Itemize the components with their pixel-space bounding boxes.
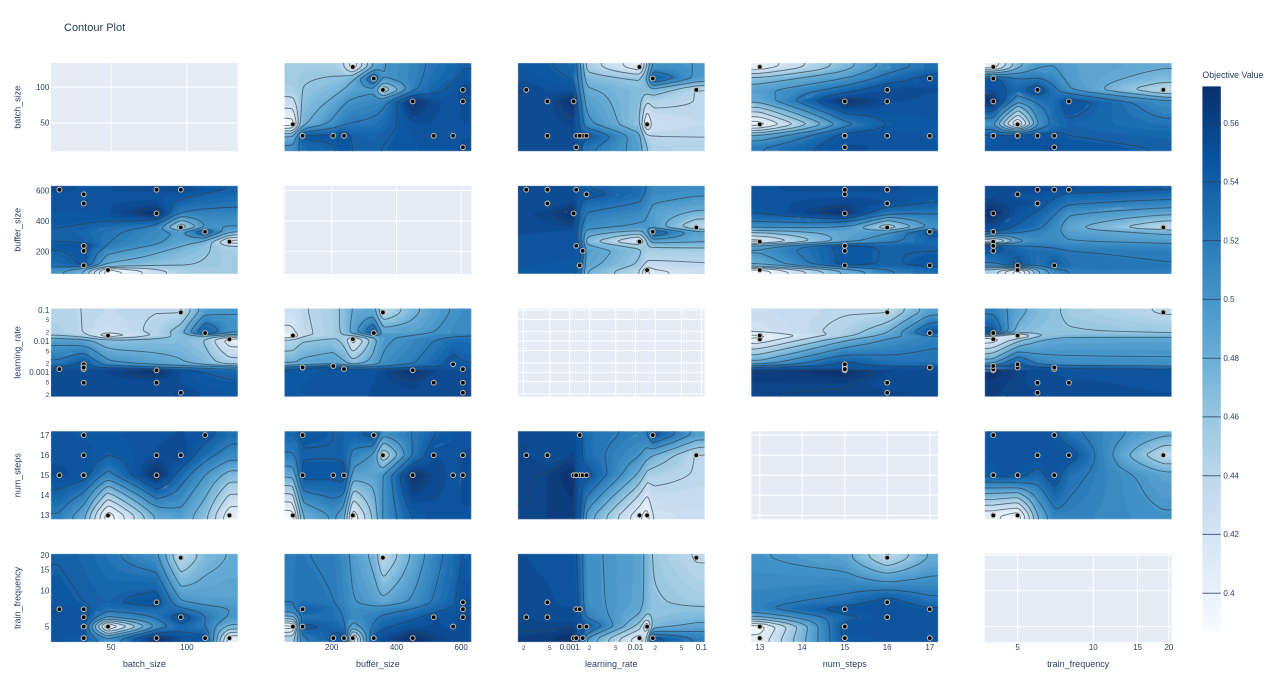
svg-text:10: 10: [1089, 643, 1098, 652]
svg-text:batch_size: batch_size: [123, 659, 166, 669]
svg-text:Objective Value: Objective Value: [1202, 70, 1263, 80]
svg-text:100: 100: [180, 643, 194, 652]
svg-text:5: 5: [548, 645, 552, 652]
svg-text:0.42: 0.42: [1223, 530, 1239, 539]
svg-text:17: 17: [40, 431, 49, 440]
svg-text:400: 400: [390, 643, 404, 652]
svg-text:15: 15: [40, 566, 49, 575]
svg-text:2: 2: [654, 645, 658, 652]
svg-text:0.5: 0.5: [1223, 295, 1235, 304]
svg-text:10: 10: [40, 587, 49, 596]
svg-text:5: 5: [680, 645, 684, 652]
svg-text:0.56: 0.56: [1223, 119, 1239, 128]
svg-text:learning_rate: learning_rate: [585, 659, 638, 669]
svg-text:train_frequency: train_frequency: [13, 566, 23, 629]
svg-text:5: 5: [46, 317, 50, 324]
svg-text:5: 5: [46, 379, 50, 386]
svg-text:13: 13: [40, 511, 49, 520]
svg-text:2: 2: [46, 361, 50, 368]
svg-text:0.001: 0.001: [29, 368, 50, 377]
svg-text:200: 200: [36, 247, 50, 256]
svg-text:5: 5: [46, 348, 50, 355]
svg-text:20: 20: [1164, 643, 1173, 652]
svg-text:Contour Plot: Contour Plot: [64, 22, 125, 34]
svg-text:2: 2: [522, 645, 526, 652]
svg-text:buffer_size: buffer_size: [13, 208, 23, 252]
svg-text:5: 5: [45, 622, 50, 631]
svg-text:17: 17: [925, 643, 934, 652]
svg-text:0.46: 0.46: [1223, 413, 1239, 422]
svg-text:0.01: 0.01: [34, 337, 50, 346]
svg-text:16: 16: [40, 451, 49, 460]
svg-text:0.1: 0.1: [696, 643, 708, 652]
svg-text:2: 2: [588, 645, 592, 652]
svg-text:600: 600: [36, 186, 50, 195]
svg-text:2: 2: [46, 330, 50, 337]
svg-text:2: 2: [46, 392, 50, 399]
svg-text:learning_rate: learning_rate: [13, 326, 23, 379]
svg-text:50: 50: [107, 643, 116, 652]
svg-text:0.44: 0.44: [1223, 472, 1239, 481]
svg-text:600: 600: [455, 643, 469, 652]
svg-text:0.54: 0.54: [1223, 178, 1239, 187]
svg-text:batch_size: batch_size: [13, 86, 23, 129]
svg-text:14: 14: [40, 491, 49, 500]
svg-text:train_frequency: train_frequency: [1047, 659, 1110, 669]
svg-text:20: 20: [40, 551, 49, 560]
svg-text:5: 5: [614, 645, 618, 652]
svg-text:15: 15: [840, 643, 849, 652]
svg-text:num_steps: num_steps: [13, 453, 23, 498]
svg-text:14: 14: [798, 643, 807, 652]
svg-text:0.4: 0.4: [1223, 589, 1235, 598]
svg-text:buffer_size: buffer_size: [356, 659, 400, 669]
svg-text:100: 100: [36, 83, 50, 92]
svg-text:0.01: 0.01: [628, 643, 644, 652]
svg-text:0.48: 0.48: [1223, 354, 1239, 363]
svg-text:num_steps: num_steps: [823, 659, 868, 669]
svg-text:15: 15: [1133, 643, 1142, 652]
svg-text:13: 13: [755, 643, 764, 652]
svg-text:16: 16: [883, 643, 892, 652]
svg-text:200: 200: [325, 643, 339, 652]
svg-text:15: 15: [40, 471, 49, 480]
svg-text:5: 5: [1015, 643, 1020, 652]
svg-text:0.1: 0.1: [38, 306, 50, 315]
svg-text:0.001: 0.001: [560, 643, 581, 652]
svg-text:0.52: 0.52: [1223, 236, 1239, 245]
svg-text:400: 400: [36, 217, 50, 226]
svg-text:50: 50: [40, 119, 49, 128]
